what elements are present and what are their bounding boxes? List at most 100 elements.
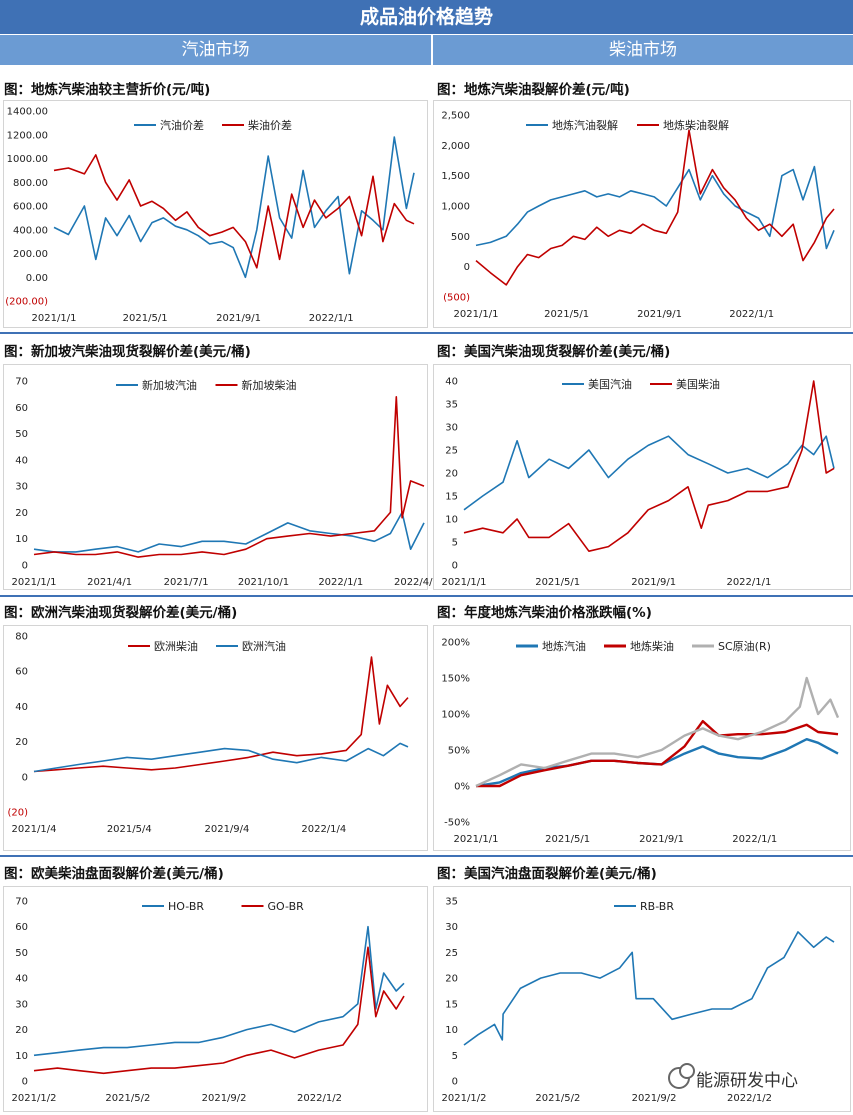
chart-title: 图：地炼汽柴油裂解价差(元/吨) xyxy=(437,82,630,98)
y-tick-label: 150% xyxy=(441,674,470,685)
series-line xyxy=(33,925,405,1057)
x-tick-label: 2021/1/1 xyxy=(32,313,77,324)
y-tick-label: 35 xyxy=(445,897,458,908)
x-tick-label: 2022/1/4 xyxy=(301,824,346,835)
series-line xyxy=(33,656,409,773)
singapore-crack-chart: 70 60 50 40 30 20 10 0 2021/1/1 2021/4/1 2021/7/1 2… xyxy=(12,377,439,589)
chart-title: 图：美国汽油盘面裂解价差(美元/桶) xyxy=(437,866,657,882)
y-tick-label: 60 xyxy=(15,403,28,414)
x-tick-label: 2021/9/1 xyxy=(639,834,684,845)
x-tick-label: 2022/1/1 xyxy=(318,577,363,588)
y-tick-label: 20 xyxy=(15,1025,28,1036)
wechat-icon xyxy=(668,1063,695,1089)
series-line xyxy=(463,435,835,511)
series-line xyxy=(476,720,839,788)
legend-label: 欧洲柴油 xyxy=(154,639,198,653)
us-spot-crack-chart: 40 35 30 25 20 15 10 5 0 2021/1/1 2021/5/1 2021/9/1… xyxy=(442,377,835,588)
x-tick-label: 2022/4/1 xyxy=(394,577,439,588)
tab-diesel-market[interactable]: 柴油市场 xyxy=(433,34,853,65)
legend-label: 新加坡汽油 xyxy=(142,378,197,392)
y-tick-label: 200.00 xyxy=(13,249,48,260)
legend-label: 美国柴油 xyxy=(676,377,720,391)
y-tick-label: 10 xyxy=(445,1025,458,1036)
refinery-discount-chart: 1400.00 1200.00 1000.00 800.00 600.00 400.00 2… xyxy=(5,107,415,324)
y-tick-label: -50% xyxy=(444,818,470,829)
x-tick-label: 2021/7/1 xyxy=(164,577,209,588)
legend-label: 地炼柴油 xyxy=(630,639,674,653)
panel-singapore-crack: 图：新加坡汽柴油现货裂解价差(美元/桶) 70 60 50 40 30 20 10 0 2021… xyxy=(0,342,439,592)
chart-title: 图：新加坡汽柴油现货裂解价差(美元/桶) xyxy=(4,344,251,360)
series-line xyxy=(475,738,839,788)
x-tick-label: 2021/9/4 xyxy=(204,824,249,835)
y-tick-label: (20) xyxy=(7,808,28,819)
y-tick-label: 20 xyxy=(445,974,458,985)
panel-euro-us-diesel-futures: 图：欧美柴油盘面裂解价差(美元/桶) 70 60 50 40 30 20 10 0 2021/1… xyxy=(0,864,431,1114)
y-tick-label: 20 xyxy=(445,469,458,480)
row-separator xyxy=(0,855,853,857)
y-tick-label: 10 xyxy=(15,534,28,545)
y-tick-label: 1000.00 xyxy=(7,154,48,165)
y-tick-label: 500 xyxy=(451,232,470,243)
x-tick-label: 2021/1/1 xyxy=(454,309,499,320)
legend-label: 地炼汽油 xyxy=(542,639,586,653)
series-line xyxy=(463,931,835,1046)
panel-refinery-discount: 图：地炼汽柴油较主营折价(元/吨) 1400.00 1200.00 1000.00 8… xyxy=(0,80,431,330)
y-tick-label: (500) xyxy=(443,293,470,304)
y-tick-label: 0 xyxy=(452,1077,458,1088)
y-tick-label: 1,500 xyxy=(441,171,470,182)
y-tick-label: 0 xyxy=(22,772,28,783)
y-tick-label: 600.00 xyxy=(13,202,48,213)
y-tick-label: 2,500 xyxy=(441,111,470,122)
y-tick-label: 40 xyxy=(445,377,458,388)
series-line xyxy=(33,946,405,1075)
y-tick-label: 30 xyxy=(15,999,28,1010)
y-tick-label: 100% xyxy=(441,710,470,721)
y-tick-label: 0.00 xyxy=(26,273,48,284)
y-tick-label: 15 xyxy=(445,999,458,1010)
legend-label: 地炼柴油裂解 xyxy=(663,118,729,132)
x-tick-label: 2021/9/2 xyxy=(632,1093,677,1104)
y-tick-label: 30 xyxy=(445,922,458,933)
panel-refinery-crack: 图：地炼汽柴油裂解价差(元/吨) 2,500 2,000 1,500 1,000 500… xyxy=(433,80,853,330)
y-tick-label: 0 xyxy=(22,561,28,572)
series-line xyxy=(475,129,835,286)
y-tick-label: 25 xyxy=(445,948,458,959)
series-line xyxy=(475,165,835,250)
y-tick-label: 1,000 xyxy=(441,202,470,213)
y-tick-label: 10 xyxy=(15,1051,28,1062)
legend-label: 汽油价差 xyxy=(160,118,204,132)
chart-title: 图：美国汽柴油现货裂解价差(美元/桶) xyxy=(437,344,671,360)
y-tick-label: 0 xyxy=(464,262,470,273)
y-tick-label: 50 xyxy=(15,429,28,440)
series-line xyxy=(33,511,425,553)
legend-label: 欧洲汽油 xyxy=(242,639,286,653)
panel-us-gasoline-futures: 图：美国汽油盘面裂解价差(美元/桶) 35 30 25 20 15 10 5 0 2021/1/… xyxy=(433,864,853,1114)
y-tick-label: 5 xyxy=(452,1051,458,1062)
x-tick-label: 2022/1/2 xyxy=(727,1093,772,1104)
x-tick-label: 2021/5/1 xyxy=(544,309,589,320)
x-tick-label: 2021/5/1 xyxy=(535,577,580,588)
panel-us-spot-crack: 图：美国汽柴油现货裂解价差(美元/桶) 40 35 30 25 20 15 10 5 0 2021… xyxy=(433,342,853,592)
x-tick-label: 2021/1/1 xyxy=(12,577,57,588)
row-separator xyxy=(0,332,853,334)
x-tick-label: 2021/1/2 xyxy=(442,1093,487,1104)
x-tick-label: 2022/1/2 xyxy=(297,1093,342,1104)
panel-europe-crack: 图：欧洲汽柴油现货裂解价差(美元/桶) 80 60 40 20 0 (20) 2021/1/… xyxy=(0,603,431,853)
euro-us-diesel-futures-chart: 70 60 50 40 30 20 10 0 2021/1/2 2021/5/2 2021/9/2 2… xyxy=(12,897,405,1104)
tab-gasoline-market[interactable]: 汽油市场 xyxy=(0,34,431,65)
watermark: 能源研发中心 xyxy=(668,1063,838,1092)
y-tick-label: 400.00 xyxy=(13,225,48,236)
refinery-crack-chart: 2,500 2,000 1,500 1,000 500 0 (500) 2021/1/1 202… xyxy=(441,111,835,320)
y-tick-label: 10 xyxy=(445,515,458,526)
series-line xyxy=(33,742,409,773)
y-tick-label: 0 xyxy=(452,561,458,572)
x-tick-label: 2021/5/2 xyxy=(535,1093,580,1104)
x-tick-label: 2021/5/1 xyxy=(123,313,168,324)
y-tick-label: 200% xyxy=(441,638,470,649)
x-tick-label: 2021/10/1 xyxy=(238,577,289,588)
x-tick-label: 2021/1/1 xyxy=(442,577,487,588)
x-tick-label: 2021/4/1 xyxy=(87,577,132,588)
x-tick-label: 2021/1/1 xyxy=(454,834,499,845)
y-tick-label: 40 xyxy=(15,455,28,466)
y-tick-label: 25 xyxy=(445,446,458,457)
